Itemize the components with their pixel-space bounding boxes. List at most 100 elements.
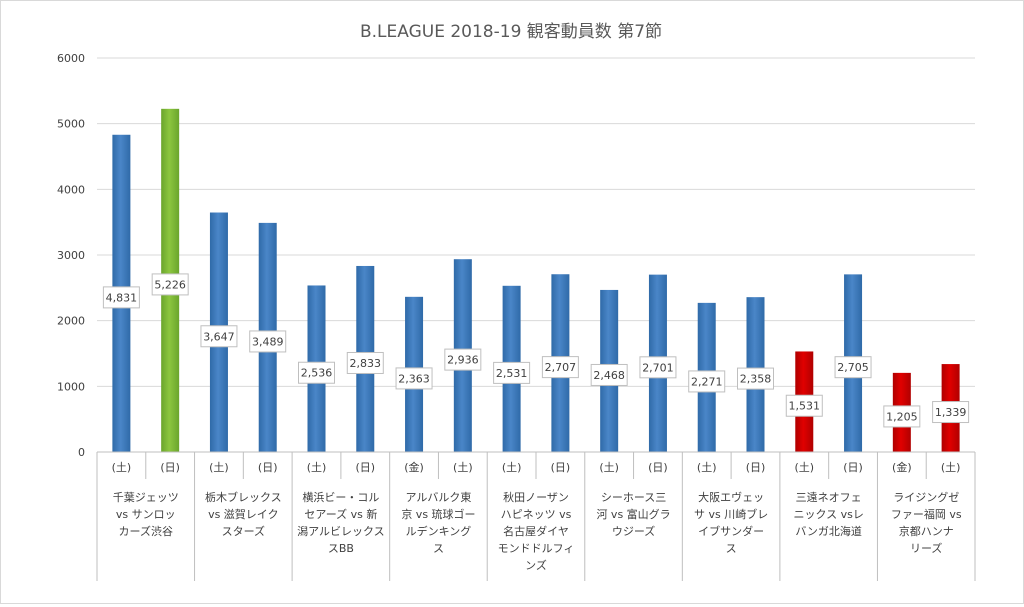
x-group-label-line: 三遠ネオフェ bbox=[796, 491, 862, 504]
data-label-box bbox=[102, 286, 140, 309]
x-group-label: シーホース三河 vs 富山グラウジーズ bbox=[596, 491, 670, 538]
x-group-label-line: イブサンダー bbox=[698, 524, 764, 538]
x-group-label: アルバルク東京 vs 琉球ゴールデンキングス bbox=[401, 491, 475, 555]
x-day-label: (日) bbox=[746, 461, 766, 474]
x-group-label-line: スターズ bbox=[222, 524, 265, 538]
data-label-box bbox=[151, 273, 189, 296]
bars bbox=[112, 108, 960, 453]
data-label: 1,205 bbox=[886, 410, 918, 423]
data-label-box bbox=[395, 367, 433, 390]
x-group-label-line: カーズ渋谷 bbox=[119, 524, 173, 538]
x-group-label-line: 潟アルビレックス bbox=[297, 525, 385, 538]
x-group-label-line: バンガ北海道 bbox=[795, 524, 862, 538]
data-label-box bbox=[444, 348, 482, 371]
data-label: 1,339 bbox=[935, 406, 967, 419]
data-label-box bbox=[688, 370, 726, 393]
x-group-label-line: サ vs 川崎ブレ bbox=[694, 507, 768, 521]
x-day-label: (土) bbox=[209, 461, 229, 474]
x-group-label-line: ファー福岡 vs bbox=[891, 507, 962, 521]
x-group-label-line: ス bbox=[433, 542, 444, 555]
x-day-label: (土) bbox=[697, 461, 717, 474]
data-label: 2,531 bbox=[496, 367, 528, 380]
x-group-label-line: vs サンロッ bbox=[116, 508, 176, 521]
x-group-label-line: ンズ bbox=[525, 558, 547, 572]
x-group-label-line: セアーズ vs 新 bbox=[304, 507, 377, 521]
x-day-label: (日) bbox=[160, 461, 180, 474]
data-label: 3,489 bbox=[252, 335, 284, 348]
x-group-label-line: 名古屋ダイヤ bbox=[503, 524, 569, 538]
x-day-label: (土) bbox=[307, 461, 327, 474]
data-label-box bbox=[200, 325, 238, 348]
x-day-label: (日) bbox=[843, 461, 863, 474]
x-group-label-line: リーズ bbox=[910, 541, 942, 555]
data-label: 5,226 bbox=[154, 278, 186, 291]
y-tick-label: 0 bbox=[78, 446, 85, 459]
data-label: 4,831 bbox=[106, 291, 138, 304]
data-label: 2,363 bbox=[398, 372, 430, 385]
x-group-label-line: 河 vs 富山グラ bbox=[596, 507, 670, 521]
x-group-label-line: 大阪エヴェッ bbox=[698, 490, 764, 504]
x-day-label: (金) bbox=[892, 460, 912, 474]
gridlines bbox=[97, 57, 975, 387]
x-group-label-line: アルバルク東 bbox=[405, 491, 471, 504]
data-label: 2,271 bbox=[691, 375, 723, 388]
data-label-box bbox=[493, 361, 531, 384]
data-label-box bbox=[346, 351, 384, 374]
data-label-box bbox=[883, 405, 921, 428]
x-day-label: (土) bbox=[502, 461, 522, 474]
x-group-label-line: ス bbox=[726, 542, 737, 555]
y-tick-label: 5000 bbox=[57, 118, 85, 131]
data-label-box bbox=[541, 356, 579, 379]
y-tick-label: 2000 bbox=[57, 315, 85, 328]
data-label-box bbox=[590, 363, 628, 386]
x-group-label-line: ライジングゼ bbox=[893, 490, 959, 504]
x-group-label-line: シーホース三 bbox=[601, 491, 666, 504]
data-label-box bbox=[249, 330, 287, 353]
x-group-label: 栃木ブレックス vs 滋賀レイクスターズ bbox=[205, 490, 282, 538]
data-label: 1,531 bbox=[789, 400, 821, 413]
data-label: 2,536 bbox=[301, 367, 333, 380]
data-label: 2,468 bbox=[593, 369, 625, 382]
y-tick-label: 1000 bbox=[57, 380, 85, 393]
x-axis: (土) (日) (土) (日) (土) (日) (金) (土) (土) (日) (土) (日) (土) (… bbox=[96, 451, 976, 581]
x-group-label-line: ウジーズ bbox=[612, 524, 655, 538]
x-day-label: (土) bbox=[599, 461, 619, 474]
x-group-label-line: vs 滋賀レイク bbox=[208, 508, 279, 521]
x-group-label-line: 栃木ブレックス bbox=[205, 490, 282, 504]
x-group-label: 千葉ジェッツ vs サンロッカーズ渋谷 bbox=[113, 490, 179, 538]
data-label: 2,707 bbox=[545, 361, 577, 374]
x-group-label-line: ニックス vsレ bbox=[793, 508, 863, 521]
x-day-label: (日) bbox=[648, 461, 668, 474]
data-label: 2,936 bbox=[447, 354, 479, 367]
data-labels: 4,831 5,226 3,647 3,489 2,536 2,833 2,363 2,936… bbox=[102, 273, 970, 428]
data-label-box bbox=[785, 394, 823, 417]
x-day-label: (日) bbox=[355, 461, 375, 474]
y-tick-label: 6000 bbox=[57, 52, 85, 65]
x-group-label-line: 京 vs 琉球ゴー bbox=[401, 507, 475, 521]
data-label-box bbox=[737, 367, 774, 390]
x-group-label-line: スBB bbox=[328, 542, 354, 555]
x-day-label: (土) bbox=[112, 461, 132, 474]
data-label-box bbox=[932, 401, 970, 424]
x-group-label: 三遠ネオフェニックス vsレバンガ北海道 bbox=[793, 491, 863, 538]
x-group-label-line: 千葉ジェッツ bbox=[113, 490, 179, 504]
x-group-label-line: モンドドルフィ bbox=[498, 542, 575, 555]
x-group-label: 横浜ビー・コルセアーズ vs 新潟アルビレックススBB bbox=[297, 490, 385, 555]
x-group-label-line: ハピネッツ vs bbox=[501, 508, 572, 521]
x-day-label: (日) bbox=[258, 461, 278, 474]
x-group-label-line: 秋田ノーザン bbox=[503, 490, 569, 504]
data-label: 2,705 bbox=[837, 361, 869, 374]
x-group-label: ライジングゼファー福岡 vs 京都ハンナリーズ bbox=[891, 490, 962, 555]
x-day-label: (土) bbox=[941, 461, 961, 474]
x-group-label: 秋田ノーザンハピネッツ vs 名古屋ダイヤモンドドルフィンズ bbox=[498, 490, 575, 572]
x-day-label: (土) bbox=[453, 461, 473, 474]
y-axis: 0 1000 2000 3000 4000 5000 6000 bbox=[57, 52, 85, 459]
data-label-box bbox=[639, 356, 677, 379]
data-label: 3,647 bbox=[203, 330, 235, 343]
x-day-label: (日) bbox=[551, 461, 571, 474]
x-day-label: (金) bbox=[404, 460, 424, 474]
data-label-box bbox=[298, 361, 335, 384]
x-group-label-line: 京都ハンナ bbox=[899, 524, 954, 538]
data-label: 2,358 bbox=[740, 373, 772, 386]
